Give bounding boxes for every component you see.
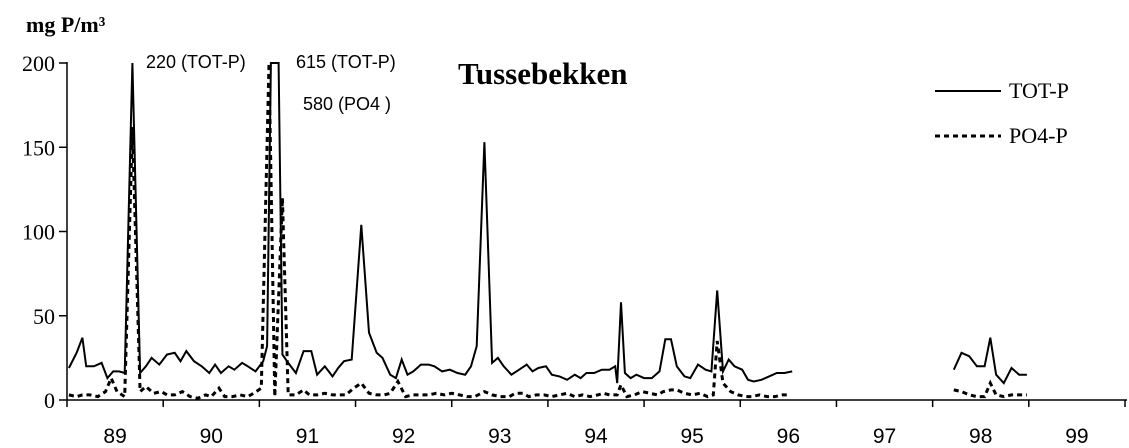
series-line-tot-p: [68, 62, 1027, 385]
y-tick-label: 50: [33, 304, 55, 329]
y-tick-label: 200: [22, 51, 55, 76]
x-tick-label: 90: [200, 425, 223, 448]
annotation-peak-1991-po4: 580 (PO4 ): [303, 94, 391, 114]
x-tick-label: 89: [103, 425, 126, 448]
y-tick-label: 0: [44, 388, 55, 413]
y-tick-label: 100: [22, 220, 55, 245]
x-tick-label: 97: [873, 425, 896, 448]
series-line-po4-p: [68, 62, 1027, 400]
series-layer: [68, 62, 1027, 400]
x-tick-label: 93: [488, 425, 511, 448]
x-axis-ticks: 89 90 91 92 93 94 95 96 97 98 99: [66, 400, 1126, 448]
x-tick-label: 96: [777, 425, 800, 448]
y-tick-label: 150: [22, 135, 55, 160]
legend: TOT-P PO4-P: [935, 78, 1069, 148]
x-tick-label: 98: [969, 425, 992, 448]
annotation-peak-1989: 220 (TOT-P): [146, 52, 246, 72]
x-tick-label: 94: [584, 425, 608, 448]
legend-label-po4p: PO4-P: [1009, 123, 1068, 148]
chart-title: Tussebekken: [458, 56, 627, 91]
axes: [66, 62, 1127, 401]
y-axis-unit-label: mg P/m³: [26, 12, 106, 37]
annotation-peak-1991-totp: 615 (TOT-P): [296, 52, 396, 72]
legend-label-totp: TOT-P: [1009, 78, 1069, 103]
x-tick-label: 92: [392, 425, 415, 448]
y-axis-ticks: 0 50 100 150 200: [22, 51, 67, 413]
x-tick-label: 95: [681, 425, 704, 448]
x-tick-label: 91: [296, 425, 319, 448]
x-tick-label: 99: [1065, 425, 1088, 448]
